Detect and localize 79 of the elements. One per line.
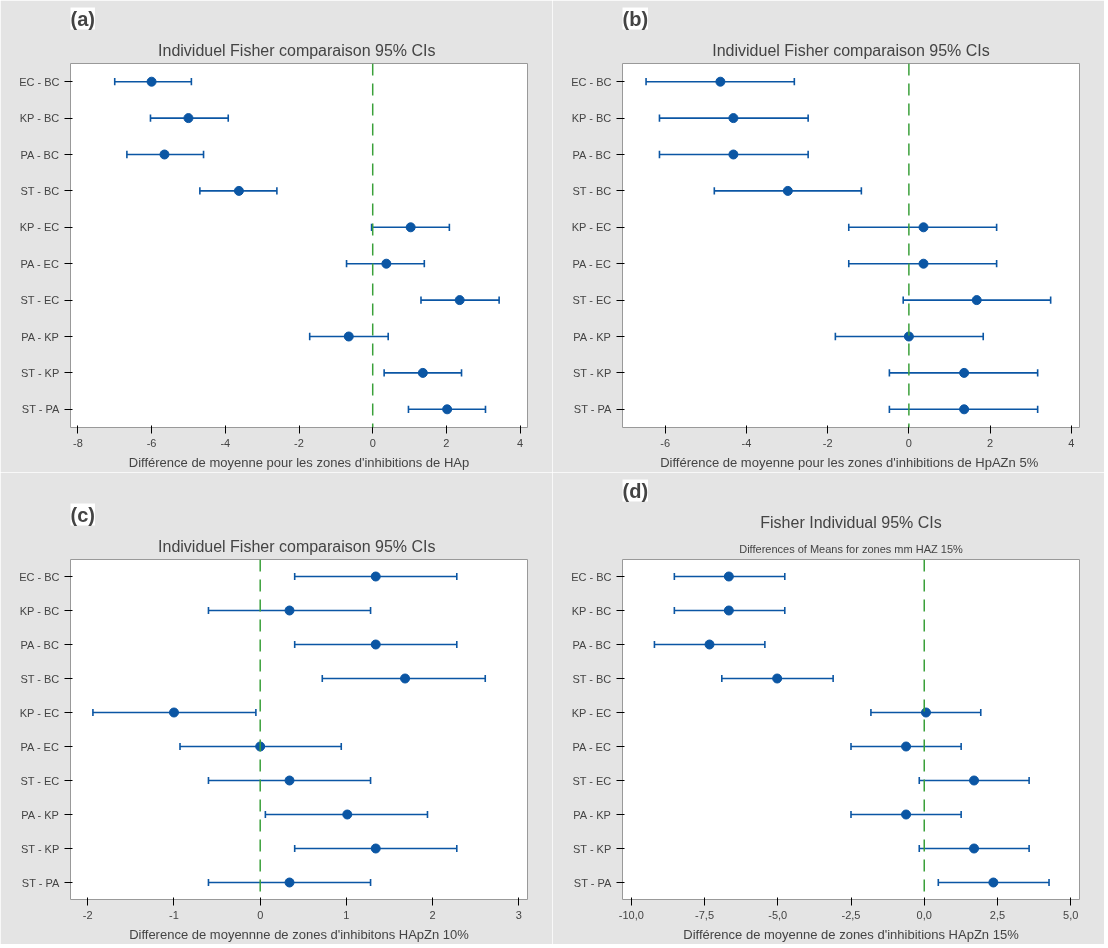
- y-tick-label: PA - BC: [20, 638, 59, 651]
- x-tick-label: 4: [1068, 436, 1075, 449]
- x-tick-label: -5,0: [768, 908, 788, 921]
- chart-title: Individuel Fisher comparaison 95% CIs: [158, 537, 436, 555]
- y-tick-label: PA - EC: [20, 740, 59, 753]
- x-tick-label: 0: [905, 436, 912, 449]
- text: (b): [622, 7, 649, 30]
- y-tick-label: ST - KP: [20, 842, 60, 855]
- y-tick-label: ST - PA: [573, 403, 612, 416]
- x-tick-label: 3: [515, 908, 522, 921]
- y-tick-label: ST - KP: [572, 842, 612, 855]
- y-tick-label: PA - EC: [20, 257, 59, 270]
- chart-subtitle: Differences of Means for zones mm HAZ 15%: [739, 542, 963, 555]
- y-tick-label: PA - BC: [572, 148, 611, 161]
- y-tick-label: EC - BC: [571, 75, 612, 88]
- chart-title: Individuel Fisher comparaison 95% CIs: [712, 41, 990, 59]
- y-tick-label: ST - EC: [572, 294, 612, 307]
- y-tick-label: KP - EC: [19, 706, 60, 719]
- x-tick-label: 2: [987, 436, 994, 449]
- y-tick-label: PA - EC: [572, 257, 611, 270]
- y-tick-label: EC - BC: [19, 75, 60, 88]
- y-tick-label: KP - BC: [571, 112, 612, 125]
- x-tick-label: 0: [369, 436, 376, 449]
- y-tick-label: KP - BC: [19, 604, 60, 617]
- y-tick-label: ST - EC: [572, 774, 612, 787]
- y-tick-label: ST - EC: [20, 294, 60, 307]
- y-tick-label: ST - KP: [572, 366, 612, 379]
- x-tick-label: -4: [741, 436, 752, 449]
- y-tick-label: KP - BC: [19, 112, 60, 125]
- y-tick-label: PA - KP: [573, 330, 611, 343]
- x-tick-label: -6: [146, 436, 157, 449]
- x-tick-label: 4: [517, 436, 524, 449]
- y-tick-label: ST - BC: [20, 672, 60, 685]
- y-tick-label: ST - EC: [20, 774, 60, 787]
- x-tick-label: 0: [257, 908, 264, 921]
- y-tick-label: PA - BC: [572, 638, 611, 651]
- x-tick-label: -1: [169, 908, 179, 921]
- chart-title: Individuel Fisher comparaison 95% CIs: [158, 41, 436, 59]
- x-tick-label: -2: [294, 436, 304, 449]
- y-tick-label: PA - KP: [21, 808, 59, 821]
- x-tick-label: -2: [822, 436, 833, 449]
- x-axis-title: Difference de moyennne de zones d'inhibitons HApZn 10%: [129, 926, 470, 942]
- y-tick-label: ST - PA: [21, 876, 60, 889]
- y-tick-label: EC - BC: [571, 570, 612, 583]
- y-tick-label: PA - KP: [573, 808, 611, 821]
- y-tick-label: KP - EC: [19, 221, 60, 234]
- y-tick-label: ST - PA: [21, 403, 60, 416]
- y-tick-label: EC - BC: [19, 570, 60, 583]
- x-tick-label: -10,0: [618, 908, 644, 921]
- x-tick-label: -6: [660, 436, 671, 449]
- y-tick-label: KP - EC: [571, 221, 612, 234]
- x-tick-label: 0,0: [916, 908, 932, 921]
- text: (c): [70, 503, 95, 526]
- x-tick-label: 1: [343, 908, 350, 921]
- x-tick-label: 2: [443, 436, 450, 449]
- chart-title: Fisher Individual 95% CIs: [760, 513, 942, 531]
- y-tick-label: PA - KP: [21, 330, 59, 343]
- x-axis-title: Différence de moyenne pour les zones d'inhibitions de HAp: [128, 454, 470, 470]
- y-tick-label: KP - EC: [571, 706, 612, 719]
- x-tick-label: -7,5: [695, 908, 715, 921]
- y-tick-label: KP - BC: [571, 604, 612, 617]
- y-tick-label: ST - BC: [572, 184, 612, 197]
- x-tick-label: -2,5: [841, 908, 861, 921]
- x-tick-label: 5,0: [1063, 908, 1079, 921]
- y-tick-label: ST - BC: [20, 184, 60, 197]
- y-tick-label: PA - BC: [20, 148, 59, 161]
- x-axis-title: Différence de moyenne de zones d'inhibitions HApZn 15%: [683, 926, 1020, 942]
- y-tick-label: PA - EC: [572, 740, 611, 753]
- y-tick-label: ST - BC: [572, 672, 612, 685]
- x-axis-title: Différence de moyenne pour les zones d'inhibitions de HpAZn 5%: [660, 454, 1039, 470]
- y-tick-label: ST - PA: [573, 876, 612, 889]
- x-tick-label: 2,5: [989, 908, 1006, 921]
- text: (a): [70, 7, 95, 30]
- x-tick-label: -4: [220, 436, 231, 449]
- x-tick-label: 2: [429, 908, 436, 921]
- y-tick-label: ST - KP: [20, 366, 60, 379]
- x-tick-label: -8: [72, 436, 83, 449]
- x-tick-label: -2: [82, 908, 93, 921]
- text: (d): [622, 479, 649, 502]
